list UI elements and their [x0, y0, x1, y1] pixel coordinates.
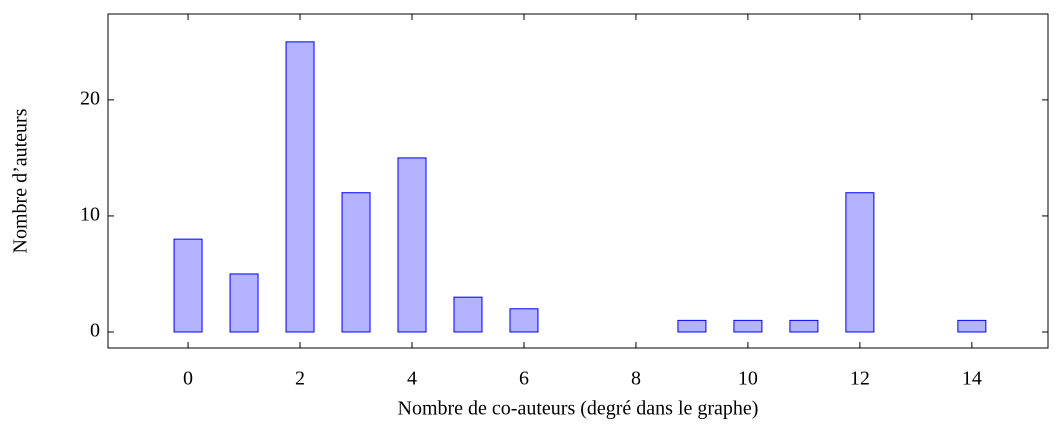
- bar: [173, 238, 203, 333]
- y-tick-label: 10: [80, 204, 100, 226]
- bar: [397, 157, 427, 333]
- bar: [789, 319, 819, 333]
- bar: [509, 308, 539, 333]
- bar: [845, 192, 875, 333]
- bar: [341, 192, 371, 333]
- x-tick-label: 4: [407, 368, 417, 390]
- x-tick-label: 8: [631, 368, 641, 390]
- x-tick-label: 12: [850, 368, 870, 390]
- x-tick-label: 0: [183, 368, 193, 390]
- bar: [957, 319, 987, 333]
- x-tick-label: 14: [962, 368, 982, 390]
- y-axis-label: Nombre d’auteurs: [10, 108, 32, 253]
- x-tick-label: 2: [295, 368, 305, 390]
- x-tick-label: 6: [519, 368, 529, 390]
- bar: [733, 319, 763, 333]
- y-tick-label: 20: [80, 87, 100, 109]
- bar: [453, 296, 483, 333]
- plot-frame: [107, 13, 1049, 349]
- bar: [285, 41, 315, 333]
- x-tick-label: 10: [738, 368, 758, 390]
- bar: [677, 319, 707, 333]
- x-axis-label: Nombre de co-auteurs (degré dans le grap…: [398, 398, 759, 420]
- bar: [229, 273, 259, 333]
- y-tick-label: 0: [90, 320, 100, 342]
